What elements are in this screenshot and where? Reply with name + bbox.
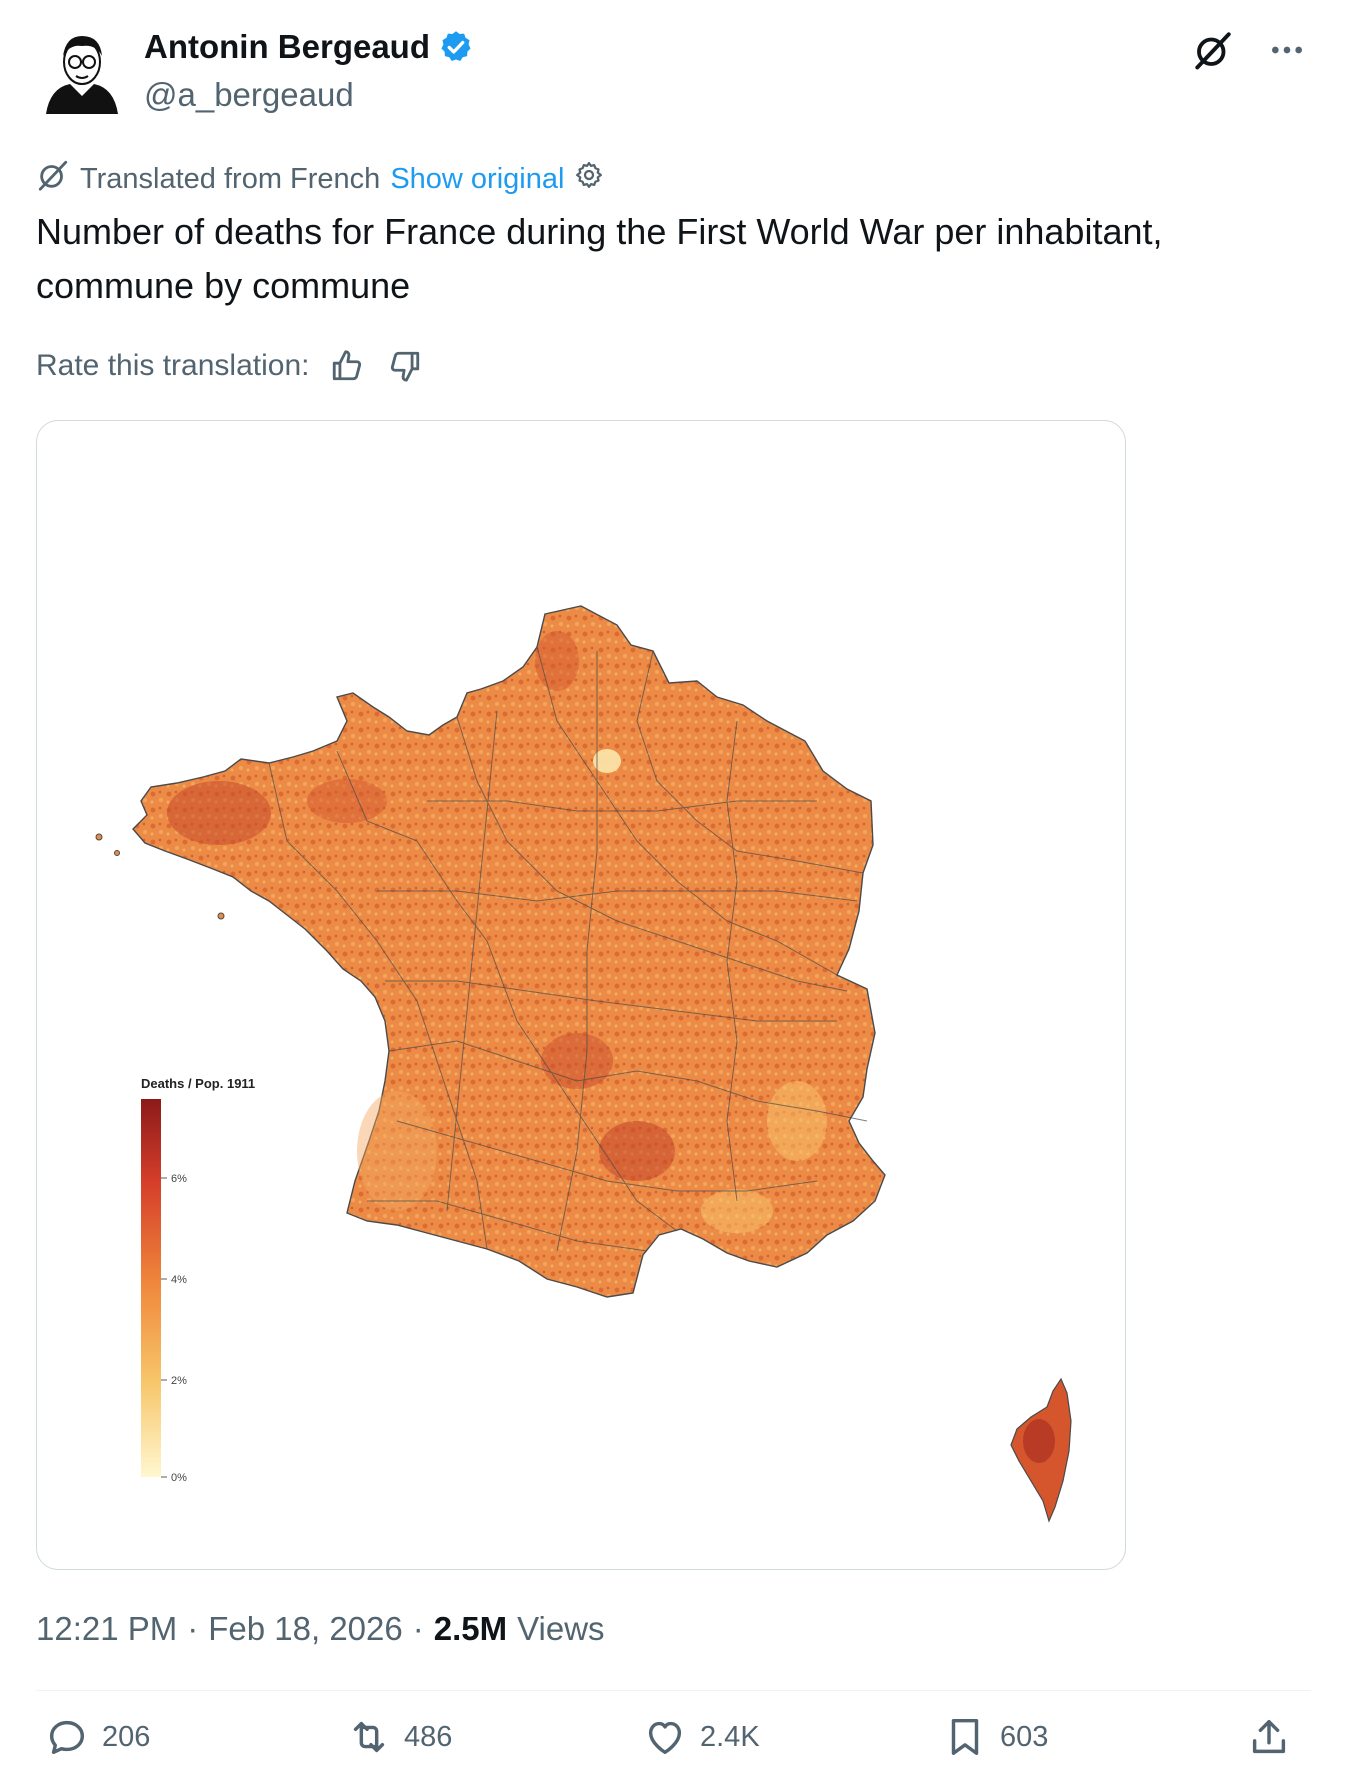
legend-tick-4: 4% [171, 1274, 187, 1286]
tweet-time[interactable]: 12:21 PM [36, 1610, 178, 1647]
reply-button[interactable]: 206 [44, 1714, 150, 1760]
rate-translation-label: Rate this translation: [36, 349, 310, 382]
action-bar: 206 486 2.4K 603 [36, 1714, 1311, 1774]
like-count: 2.4K [700, 1720, 760, 1753]
rate-translation: Rate this translation: [36, 346, 425, 386]
translate-icon [36, 158, 70, 200]
more-icon[interactable] [1263, 26, 1311, 74]
media-image[interactable]: Deaths / Pop. 1911 6% 4% 2% 0% [36, 420, 1126, 1570]
france-deaths-map: Deaths / Pop. 1911 6% 4% 2% 0% [95, 605, 1072, 1523]
meta-separator: · [412, 1610, 424, 1647]
avatar-portrait [36, 22, 128, 114]
share-button[interactable] [1246, 1714, 1292, 1760]
bookmark-count: 603 [1000, 1720, 1049, 1753]
repost-button[interactable]: 486 [346, 1714, 452, 1760]
legend-tick-6: 6% [171, 1173, 187, 1185]
tweet-date[interactable]: Feb 18, 2026 [208, 1610, 403, 1647]
thumbs-up-icon[interactable] [327, 346, 367, 386]
meta-separator: · [187, 1610, 199, 1647]
tweet-meta: 12:21 PM · Feb 18, 2026 · 2.5M Views [36, 1610, 605, 1648]
repost-icon [353, 1721, 385, 1753]
author-name[interactable]: Antonin Bergeaud [144, 28, 430, 65]
share-icon [1252, 1719, 1286, 1754]
tweet-text: Number of deaths for France during the F… [36, 211, 1163, 306]
top-actions [1189, 26, 1311, 74]
verified-badge-icon [438, 29, 474, 65]
translation-notice: Translated from French Show original [36, 158, 604, 200]
gear-icon[interactable] [574, 160, 604, 198]
like-icon [648, 1721, 682, 1755]
bookmark-icon [951, 1718, 979, 1756]
author-handle[interactable]: @a_bergeaud [144, 76, 354, 113]
reply-icon [49, 1720, 85, 1755]
legend-tick-2: 2% [171, 1375, 187, 1387]
translation-notice-text: Translated from French [80, 162, 381, 195]
thumbs-down-icon[interactable] [385, 346, 425, 386]
like-button[interactable]: 2.4K [642, 1714, 760, 1760]
repost-count: 486 [404, 1720, 453, 1753]
divider [36, 1690, 1311, 1691]
grok-icon[interactable] [1189, 26, 1237, 74]
bookmark-button[interactable]: 603 [942, 1714, 1048, 1760]
show-original-link[interactable]: Show original [390, 162, 565, 195]
views-count: 2.5M [433, 1610, 508, 1647]
department-borders [268, 646, 868, 1252]
avatar[interactable] [36, 22, 128, 114]
views-label: Views [517, 1610, 605, 1647]
map-mainland [132, 605, 886, 1298]
legend-tick-0: 0% [171, 1472, 187, 1484]
author-block: Antonin Bergeaud @a_bergeaud [144, 28, 474, 114]
reply-count: 206 [102, 1720, 151, 1753]
legend-colorbar [141, 1099, 161, 1477]
legend-title: Deaths / Pop. 1911 [141, 1076, 255, 1091]
